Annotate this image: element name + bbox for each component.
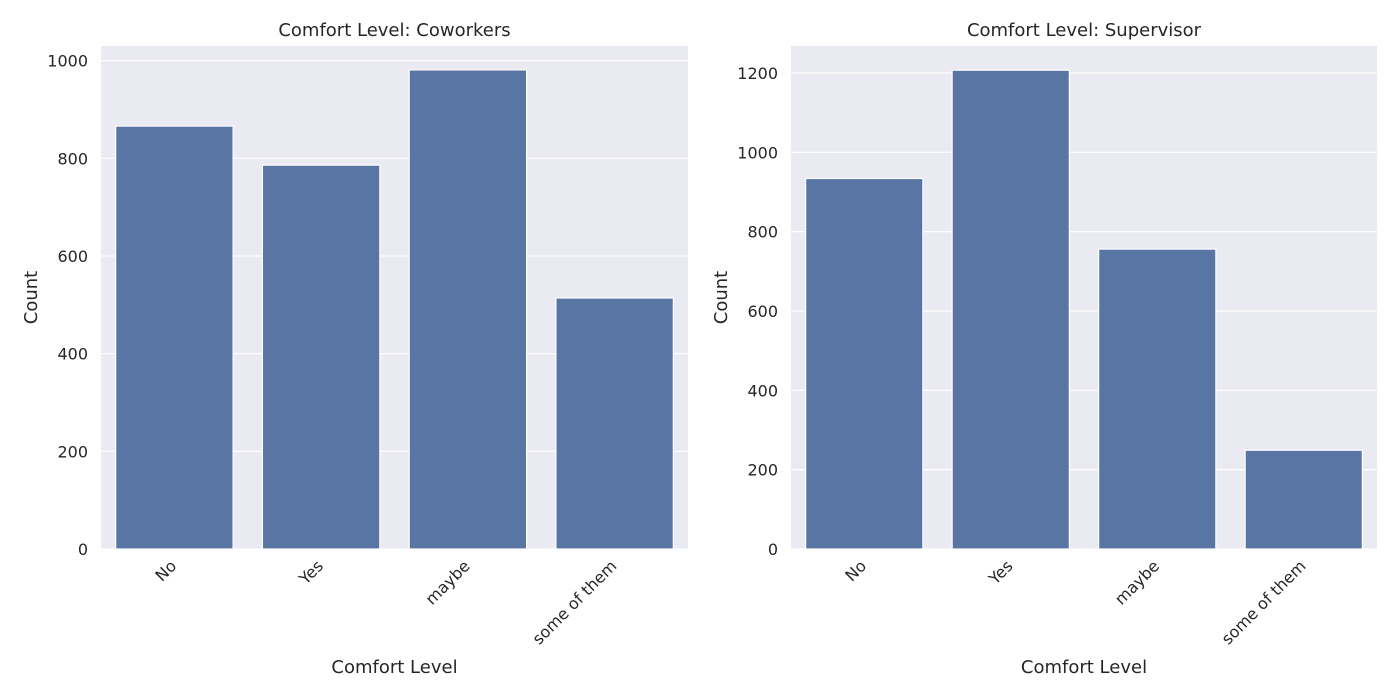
- x-tick-label: No: [841, 556, 870, 585]
- x-axis-label: Comfort Level: [331, 657, 457, 678]
- y-tick-label: 1000: [47, 52, 88, 71]
- chart-title: Comfort Level: Supervisor: [967, 20, 1202, 41]
- y-tick-labels: 0 200 400 600 800 1000: [47, 52, 88, 559]
- bar: [951, 69, 1070, 550]
- y-axis-label: Count: [21, 271, 42, 324]
- x-tick-label: maybe: [421, 556, 473, 608]
- bar: [408, 69, 528, 550]
- bar: [1098, 248, 1217, 550]
- y-tick-label: 400: [57, 345, 88, 364]
- x-tick-label: Yes: [984, 556, 1016, 588]
- x-tick-label: No: [151, 556, 180, 585]
- y-tick-label: 0: [768, 540, 778, 559]
- y-tick-label: 600: [57, 247, 88, 266]
- y-tick-label: 800: [57, 149, 88, 168]
- y-tick-label: 1000: [737, 143, 778, 162]
- x-tick-label: some of them: [529, 556, 621, 648]
- x-tick-labels: No Yes maybe some of them: [841, 556, 1309, 648]
- y-tick-label: 600: [747, 302, 778, 321]
- bars: [805, 69, 1363, 550]
- bar: [555, 297, 674, 550]
- y-tick-label: 200: [747, 461, 778, 480]
- bar: [261, 164, 381, 550]
- chart-panel-coworkers: 0 200 400 600 800 1000 No Yes maybe some of them…: [21, 20, 688, 678]
- y-tick-label: 0: [78, 540, 88, 559]
- x-tick-label: Yes: [295, 556, 327, 588]
- x-tick-label: some of them: [1218, 556, 1310, 648]
- x-tick-labels: No Yes maybe some of them: [151, 556, 620, 648]
- bar: [115, 125, 234, 550]
- bar: [805, 177, 924, 550]
- x-axis-label: Comfort Level: [1021, 657, 1147, 678]
- x-tick-label: maybe: [1111, 556, 1163, 608]
- chart-title: Comfort Level: Coworkers: [278, 20, 510, 41]
- chart-panel-supervisor: 0 200 400 600 800 1000 1200 No Yes maybe some of …: [711, 20, 1377, 678]
- y-tick-label: 200: [57, 442, 88, 461]
- y-tick-labels: 0 200 400 600 800 1000 1200: [737, 64, 778, 559]
- bars: [115, 69, 674, 550]
- y-tick-label: 1200: [737, 64, 778, 83]
- y-tick-label: 400: [747, 381, 778, 400]
- y-axis-label: Count: [711, 271, 732, 324]
- bar: [1244, 449, 1363, 550]
- y-tick-label: 800: [747, 223, 778, 242]
